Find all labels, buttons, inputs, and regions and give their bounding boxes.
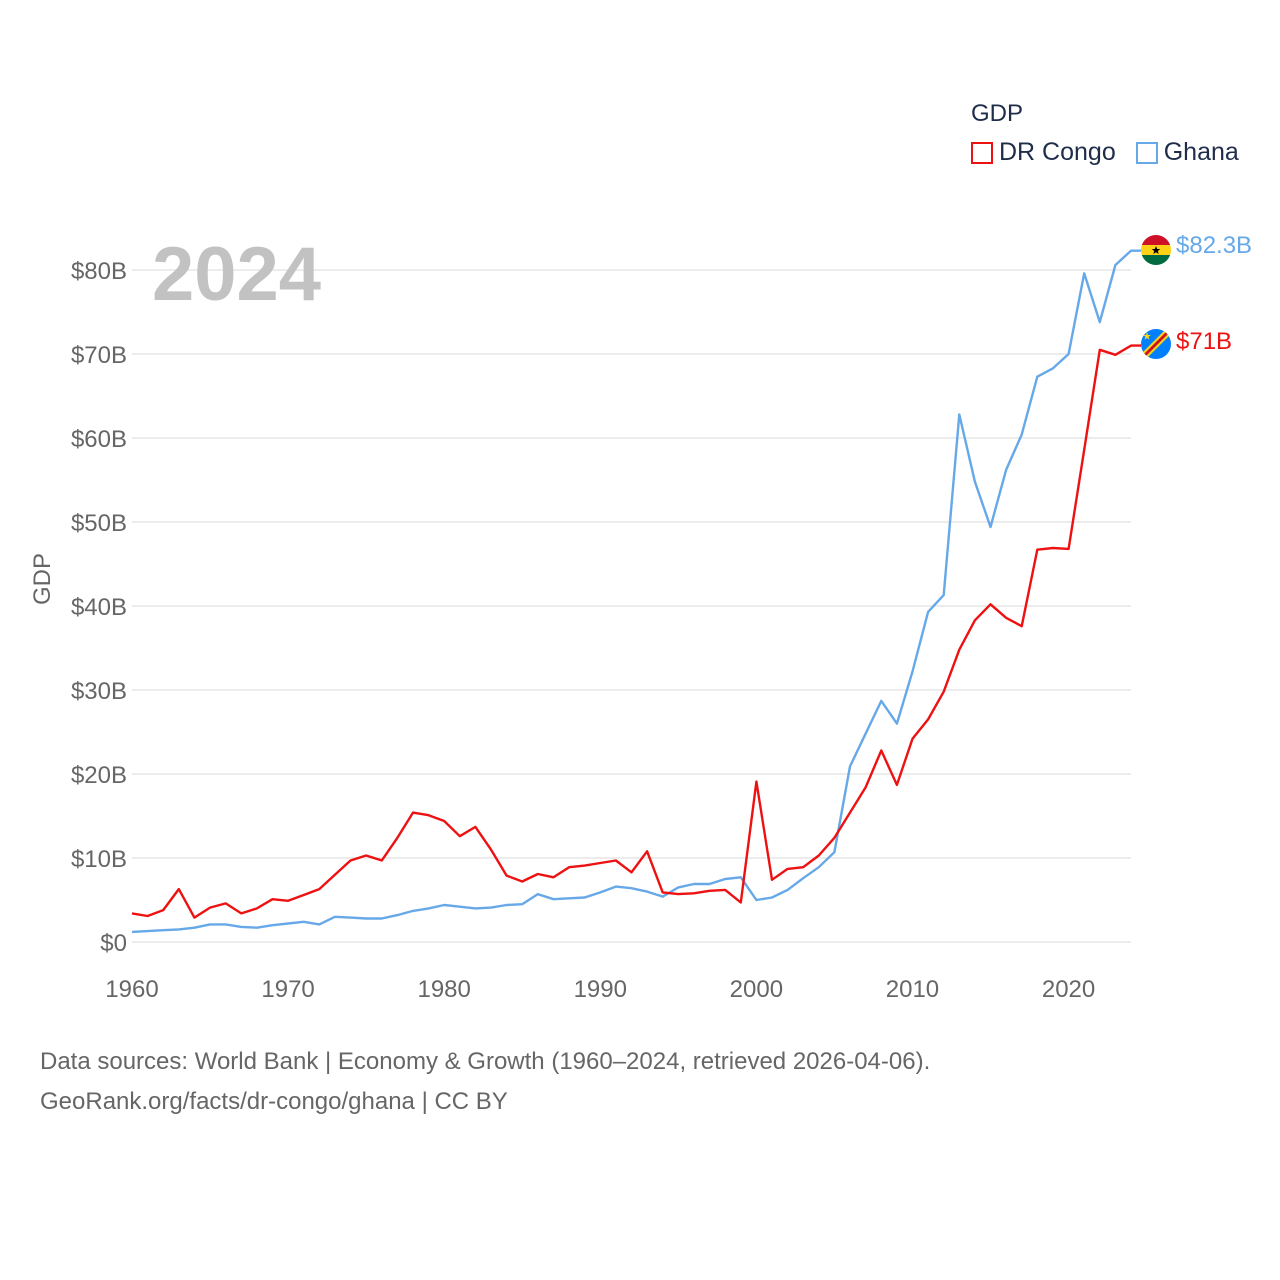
ghana-flag-icon [1141,235,1171,265]
legend-label-ghana: Ghana [1163,138,1239,166]
y-axis-ticks: $0 $10B $20B $30B $40B $50B $60B $70B $80B [71,258,127,957]
legend-label-dr-congo: DR Congo [999,138,1116,166]
year-label: 2024 [152,232,321,317]
y-tick-label: $30B [71,678,127,705]
y-tick-label: $10B [71,846,127,873]
x-tick-label: 2020 [1042,976,1095,1003]
legend-item-ghana[interactable]: Ghana [1135,138,1239,167]
x-tick-label: 1960 [105,976,158,1003]
x-tick-label: 2010 [886,976,939,1003]
y-tick-label: $60B [71,426,127,453]
y-tick-label: $50B [71,510,127,537]
x-tick-label: 2000 [730,976,783,1003]
series-lines [131,249,1141,934]
y-tick-label: $20B [71,762,127,789]
x-tick-label: 1990 [574,976,627,1003]
footer: Data sources: World Bank | Economy & Gro… [40,1042,930,1122]
x-axis-ticks: 1960 1970 1980 1990 2000 2010 2020 [105,976,1095,1003]
y-tick-label: $0 [100,930,127,957]
y-axis-label: GDP [29,553,56,605]
y-tick-label: $80B [71,258,127,285]
footer-credit: GeoRank.org/facts/dr-congo/ghana | CC BY [40,1088,508,1115]
ghana-end-label: $82.3B [1176,232,1253,259]
x-tick-label: 1980 [417,976,470,1003]
legend-title: GDP [971,100,1024,127]
dr-congo-end-label: $71B [1176,328,1233,355]
gridlines [132,269,1131,943]
series-line-ghana[interactable] [131,249,1141,934]
x-tick-label: 1970 [261,976,314,1003]
legend-swatch-dr-congo [971,141,993,164]
series-line-dr-congo[interactable] [131,344,1141,919]
legend-item-dr-congo[interactable]: DR Congo [971,138,1116,167]
dr-congo-flag-icon [1141,329,1171,359]
y-tick-label: $40B [71,594,127,621]
footer-sources: Data sources: World Bank | Economy & Gro… [40,1048,931,1075]
legend-swatch-ghana [1135,141,1158,164]
legend: GDP DR Congo Ghana [971,100,1239,167]
y-tick-label: $70B [71,342,127,369]
